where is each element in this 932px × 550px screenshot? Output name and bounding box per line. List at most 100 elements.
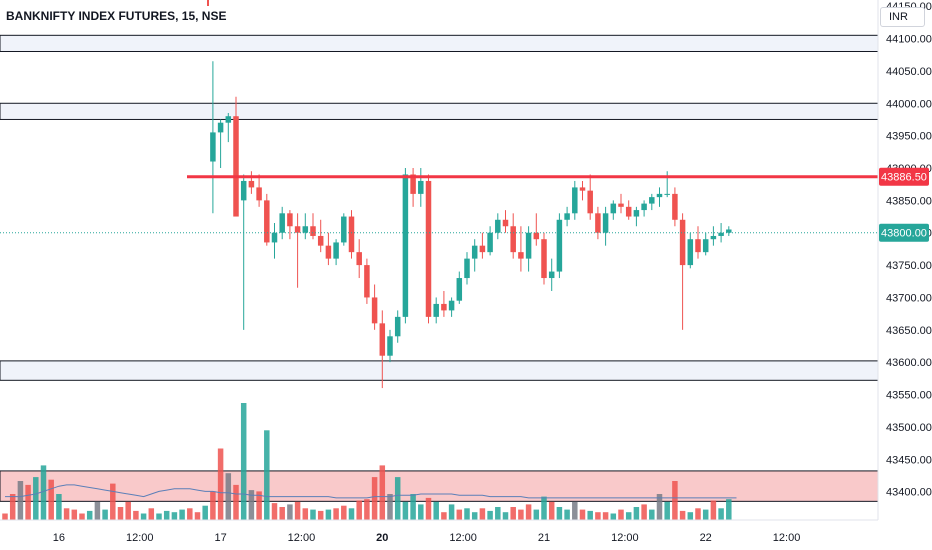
volume-bar xyxy=(556,507,563,520)
price-tick-label: 44000.00 xyxy=(886,98,932,110)
volume-bar xyxy=(679,510,686,520)
candle-body xyxy=(633,210,640,217)
volume-bar xyxy=(548,501,555,520)
volume-bar xyxy=(56,494,62,520)
volume-moving-average xyxy=(5,484,737,499)
candle-body xyxy=(471,245,478,259)
volume-bar xyxy=(471,512,478,520)
symbol-title[interactable]: BANKNIFTY INDEX FUTURES, 15, NSE xyxy=(6,9,227,23)
volume-bar xyxy=(40,465,47,520)
price-zone xyxy=(0,102,879,120)
candle-body xyxy=(287,213,293,227)
volume-bar xyxy=(710,500,717,520)
candle-body xyxy=(510,226,516,253)
candle-body xyxy=(556,219,563,272)
volume-bar xyxy=(441,512,447,520)
volume-bar xyxy=(156,513,162,520)
candle-body xyxy=(618,203,624,207)
candle-body xyxy=(217,122,224,133)
volume-bar xyxy=(510,507,516,520)
candle-body xyxy=(649,197,655,204)
volume-bar xyxy=(564,509,570,520)
time-tick-label: 12:00 xyxy=(449,532,477,544)
volume-bar xyxy=(187,508,193,520)
volume-bar xyxy=(625,512,632,520)
volume-bar xyxy=(502,512,509,520)
volume-bar xyxy=(317,510,324,520)
volume-bar xyxy=(718,508,724,520)
volume-zone xyxy=(0,470,879,502)
time-tick-label: 12:00 xyxy=(126,532,154,544)
candle-body xyxy=(410,174,416,194)
volume-bar xyxy=(356,500,362,520)
time-tick-label: 16 xyxy=(53,532,65,544)
candle-body xyxy=(587,190,593,214)
volume-bar xyxy=(379,465,386,520)
candle-body xyxy=(433,303,439,317)
volume-bar xyxy=(448,504,455,520)
candle-body xyxy=(425,180,432,317)
volume-bar xyxy=(202,505,208,520)
volume-bar xyxy=(371,477,378,520)
volume-bar xyxy=(102,509,108,520)
volume-bar xyxy=(333,508,339,520)
price-tick-label: 43700.00 xyxy=(886,292,932,304)
volume-bar xyxy=(94,501,101,520)
last-price-tag-bg xyxy=(879,223,929,242)
time-tick-label: 21 xyxy=(538,532,550,544)
volume-bar xyxy=(418,504,424,520)
candle-body xyxy=(233,116,239,217)
time-tick-label: 20 xyxy=(376,532,388,544)
volume-bar xyxy=(25,484,31,520)
time-tick-label: 12:00 xyxy=(288,532,316,544)
volume-bar xyxy=(425,497,432,520)
candle-body xyxy=(541,239,547,279)
candle-body xyxy=(702,239,709,253)
volume-bar xyxy=(702,509,709,520)
volume-bar xyxy=(656,494,663,520)
resistance-price-tag-bg xyxy=(879,167,929,186)
candle-body xyxy=(387,336,393,356)
candle-body xyxy=(679,219,686,266)
volume-bar xyxy=(264,430,270,520)
volume-bar xyxy=(217,448,224,520)
price-tick-label: 43600.00 xyxy=(886,357,932,369)
candle-body xyxy=(279,213,285,233)
candle-body xyxy=(402,174,409,317)
candle-body xyxy=(718,232,724,236)
price-levels xyxy=(0,175,878,234)
volume-bar xyxy=(279,507,285,520)
volume-bar xyxy=(287,504,293,520)
volume-bar xyxy=(487,510,493,520)
candle-body xyxy=(271,232,278,243)
price-tick-label: 43400.00 xyxy=(886,487,932,499)
price-tags: 43886.50 43800.00 xyxy=(879,167,929,242)
candle-body xyxy=(464,258,470,279)
price-tick-label: 43550.00 xyxy=(886,390,932,402)
candle-body xyxy=(487,232,493,253)
volume-bar xyxy=(140,513,147,520)
volume-bar xyxy=(541,496,547,520)
last-price-tag: 43800.00 xyxy=(879,223,929,242)
candle-body xyxy=(341,216,347,243)
candle-body xyxy=(625,206,632,217)
volume-bar xyxy=(348,508,355,520)
candle-body xyxy=(371,297,378,324)
volume-bar xyxy=(9,494,16,520)
candle-body xyxy=(379,323,386,356)
price-axis[interactable]: 43400.00 43450.00 43500.00 43550.00 43600.00… xyxy=(886,1,932,498)
volume-bar xyxy=(587,510,593,520)
candle-body xyxy=(441,303,447,311)
volume-bar xyxy=(726,499,732,520)
candle-body xyxy=(518,252,524,259)
currency-label[interactable]: INR xyxy=(880,7,925,27)
candle-body xyxy=(418,180,424,194)
volume-bar xyxy=(194,512,201,520)
candle-body xyxy=(595,213,601,233)
candle-body xyxy=(264,200,270,243)
time-axis[interactable]: 16 12:00 17 12:00 20 12:00 21 12:00 22 12:00 xyxy=(53,532,801,544)
price-tick-label: 43500.00 xyxy=(886,422,932,434)
price-zones xyxy=(0,34,879,502)
candle-body xyxy=(695,239,701,253)
